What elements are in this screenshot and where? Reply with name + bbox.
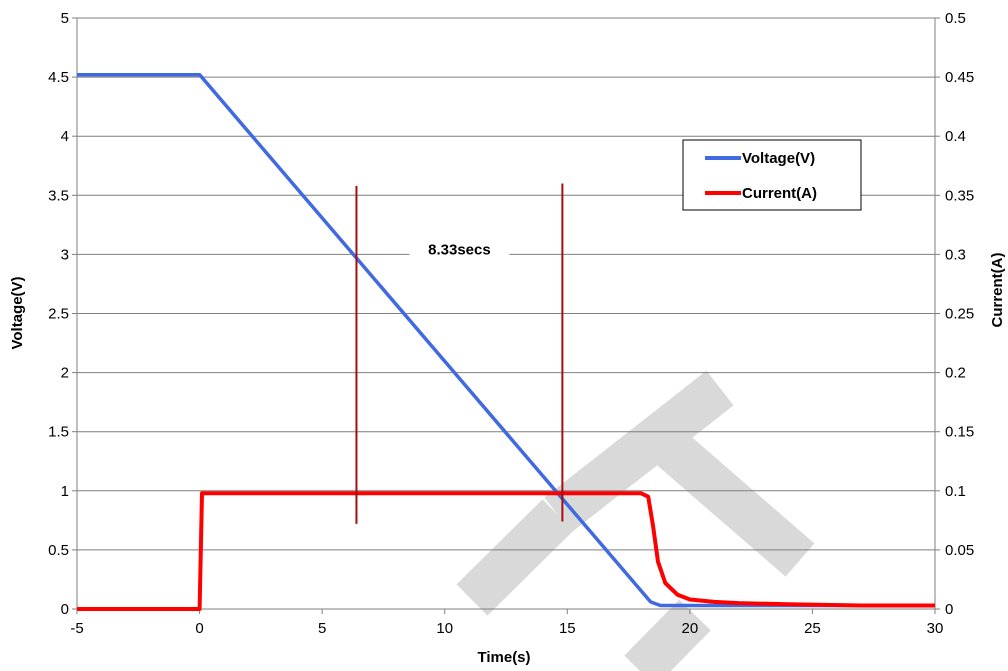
y2-tick-label: 0.25 — [945, 306, 974, 323]
series-line-current — [77, 491, 935, 611]
y2-tick-label: 0.3 — [945, 246, 966, 263]
y2-tick-label: 0.4 — [945, 128, 966, 145]
y2-axis-title: Current(A) — [989, 253, 1006, 328]
annotation-label: 8.33secs — [428, 242, 491, 259]
series-lines — [77, 72, 935, 611]
y2-tick-label: 0.05 — [945, 542, 974, 559]
y2-tick-label: 0.15 — [945, 424, 974, 441]
legend-label: Current(A) — [742, 185, 817, 202]
x-tick-labels: -5 0 5 10 15 20 25 30 — [70, 620, 943, 637]
x-tick-label: 25 — [804, 620, 821, 637]
annotation: 8.33secs — [409, 237, 510, 260]
y-tick-label: 4.5 — [48, 69, 69, 86]
y-tick-label: 3.5 — [48, 187, 69, 204]
y2-tick-label: 0.5 — [945, 10, 966, 27]
watermark — [456, 370, 815, 671]
y-tick-label: 4 — [61, 128, 69, 145]
x-tick-label: 20 — [682, 620, 699, 637]
y-tick-label: 0.5 — [48, 542, 69, 559]
y-tick-labels: 0 0.5 1 1.5 2 2.5 3 3.5 4 4.5 5 — [48, 10, 69, 618]
y2-tick-label: 0.2 — [945, 365, 966, 382]
marker-lines — [355, 183, 564, 524]
y2-tick-label: 0 — [945, 601, 953, 618]
x-tick-label: 0 — [195, 620, 203, 637]
y2-tick-label: 0.1 — [945, 483, 966, 500]
y2-tick-label: 0.45 — [945, 69, 974, 86]
y-tick-label: 5 — [61, 10, 69, 27]
watermark-stroke — [456, 499, 574, 616]
y2-tick-labels: 0 0.05 0.1 0.15 0.2 0.25 0.3 0.35 0.4 0.45 0.5 — [945, 10, 974, 618]
y-tick-label: 1 — [61, 483, 69, 500]
axes — [76, 18, 936, 614]
y-tick-label: 1.5 — [48, 424, 69, 441]
y2-tick-label: 0.35 — [945, 187, 974, 204]
legend-label: Voltage(V) — [742, 150, 815, 167]
x-tick-label: -5 — [70, 620, 83, 637]
x-tick-label: 15 — [559, 620, 576, 637]
legend-box — [682, 139, 862, 211]
x-tick-label: 10 — [436, 620, 453, 637]
y-tick-label: 2 — [61, 365, 69, 382]
watermark-stroke — [635, 413, 815, 577]
legend: Voltage(V) Current(A) — [682, 139, 862, 211]
x-tick-label: 5 — [318, 620, 326, 637]
watermark-stroke — [624, 599, 711, 671]
y-tick-label: 0 — [61, 601, 69, 618]
y-axis-title: Voltage(V) — [9, 276, 26, 349]
x-tick-label: 30 — [927, 620, 944, 637]
y-tick-label: 2.5 — [48, 306, 69, 323]
annotation-box — [409, 237, 510, 260]
y-tick-label: 3 — [61, 246, 69, 263]
x-axis-title: Time(s) — [477, 649, 530, 666]
series-line-voltage — [77, 72, 935, 608]
